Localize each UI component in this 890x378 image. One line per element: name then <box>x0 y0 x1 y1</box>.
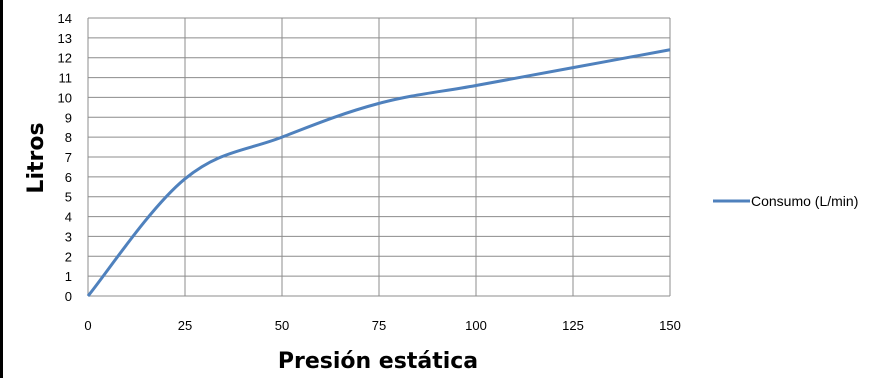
y-tick-label: 12 <box>58 51 72 66</box>
x-tick-label: 100 <box>465 318 487 333</box>
y-tick-label: 10 <box>58 90 72 105</box>
y-tick-label: 2 <box>65 249 72 264</box>
y-tick-label: 1 <box>65 269 72 284</box>
y-axis-title: Litros <box>24 122 49 193</box>
left-border <box>0 0 3 378</box>
y-tick-label: 5 <box>65 190 72 205</box>
x-tick-label: 125 <box>562 318 584 333</box>
y-tick-label: 13 <box>58 31 72 46</box>
x-tick-label: 0 <box>84 318 91 333</box>
y-tick-label: 3 <box>65 229 72 244</box>
y-tick-label: 9 <box>65 110 72 125</box>
y-tick-label: 14 <box>58 11 72 26</box>
legend-label: Consumo (L/min) <box>751 193 858 209</box>
x-tick-label: 50 <box>275 318 289 333</box>
x-tick-labels: 0 25 50 75 100 125 150 <box>84 318 680 333</box>
legend: Consumo (L/min) <box>713 193 858 209</box>
series-lines <box>86 48 671 297</box>
y-tick-label: 8 <box>65 130 72 145</box>
gridlines <box>87 17 671 297</box>
y-tick-label: 6 <box>65 170 72 185</box>
y-tick-label: 4 <box>65 210 72 225</box>
y-tick-label: 11 <box>59 71 73 86</box>
series-line-consumo <box>86 48 671 297</box>
y-tick-label: 7 <box>65 150 72 165</box>
x-tick-label: 25 <box>178 318 192 333</box>
y-tick-label: 0 <box>65 289 72 304</box>
x-axis-title: Presión estática <box>278 349 478 374</box>
x-tick-label: 150 <box>659 318 681 333</box>
x-tick-label: 75 <box>372 318 386 333</box>
